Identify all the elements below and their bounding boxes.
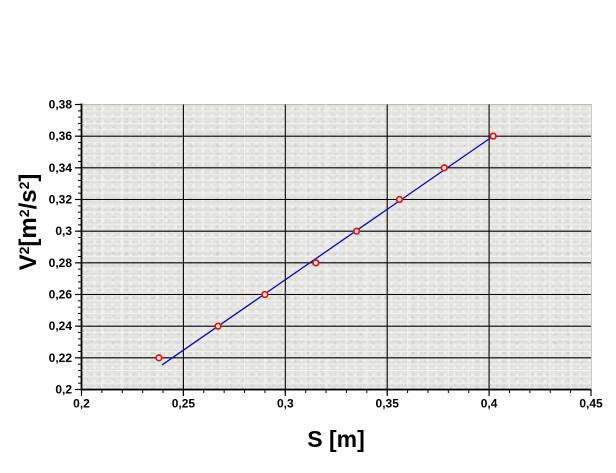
- x-tick-label: 0,2: [73, 397, 90, 411]
- x-tick-label: 0,4: [481, 397, 498, 411]
- y-tick-label: 0,26: [49, 288, 73, 302]
- data-point-marker: [312, 259, 320, 267]
- y-axis-title-part: ]: [15, 173, 42, 182]
- y-tick-label: 0,34: [49, 161, 73, 175]
- x-tick-label: 0,3: [277, 397, 294, 411]
- y-axis-title: V2[m2/s2]: [15, 174, 43, 271]
- y-tick-label: 0,22: [49, 351, 73, 365]
- y-tick-label: 0,24: [49, 319, 73, 333]
- x-tick-label: 0,35: [376, 397, 400, 411]
- y-tick-label: 0,32: [49, 193, 73, 207]
- y-tick-label: 0,36: [49, 129, 73, 143]
- y-axis-title-part: /s: [15, 189, 42, 210]
- x-tick-label: 0,25: [172, 397, 196, 411]
- plot-area: [81, 104, 592, 391]
- y-tick-label: 0,28: [49, 256, 73, 270]
- y-axis-title-sup: 2: [16, 209, 32, 218]
- y-tick-label: 0,2: [55, 383, 72, 397]
- data-point-marker: [155, 354, 163, 362]
- y-axis-title-part: V: [15, 254, 42, 271]
- data-point-marker: [261, 290, 269, 299]
- data-point-marker: [395, 195, 404, 204]
- y-tick-label: 0,38: [49, 98, 73, 112]
- data-point-marker: [352, 227, 361, 235]
- y-axis-title-part: [m: [15, 217, 42, 247]
- data-point-marker: [489, 132, 497, 140]
- x-axis-title: S [m]: [307, 426, 365, 452]
- y-axis-title-sup: 2: [16, 181, 32, 190]
- x-tick-label: 0,45: [579, 397, 603, 411]
- data-point-marker: [214, 322, 222, 330]
- data-point-marker: [440, 164, 448, 172]
- y-axis-title-sup: 2: [16, 246, 32, 255]
- y-tick-label: 0,3: [55, 224, 72, 238]
